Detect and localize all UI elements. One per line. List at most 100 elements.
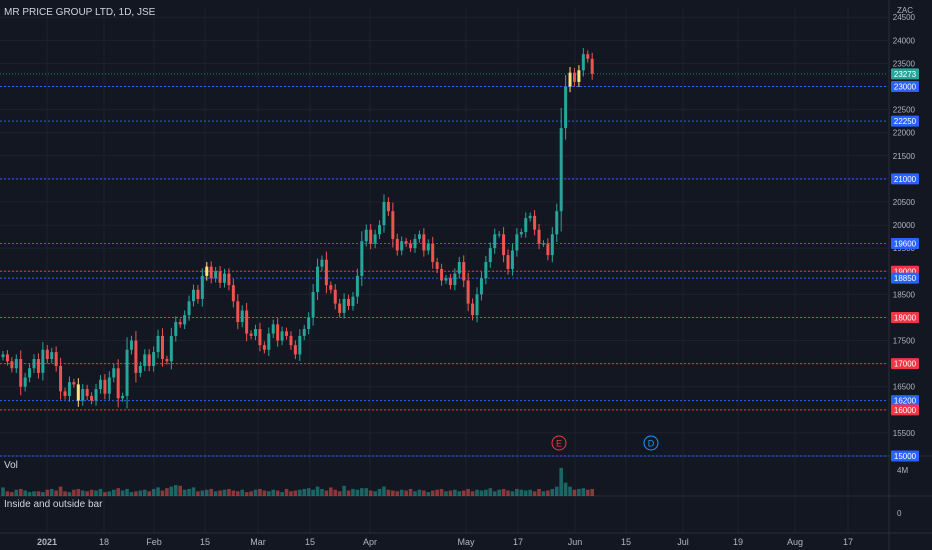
volume-bar xyxy=(72,489,76,496)
volume-bar xyxy=(178,485,182,496)
volume-bar xyxy=(479,490,484,496)
volume-bar xyxy=(435,489,439,496)
candle-body xyxy=(76,384,80,401)
candle-body xyxy=(440,268,444,281)
volume-bar xyxy=(258,488,262,496)
volume-bar xyxy=(262,490,267,496)
candle-body xyxy=(484,262,488,279)
date-axis-label: Aug xyxy=(787,537,803,547)
date-axis-label: May xyxy=(457,537,475,547)
level-price-tag xyxy=(891,173,919,185)
volume-bar xyxy=(36,491,41,496)
volume-bar xyxy=(550,488,555,496)
volume-bar xyxy=(523,490,528,496)
price-axis-tick: 24000 xyxy=(893,36,916,45)
date-axis-label: 15 xyxy=(200,537,210,547)
candle-body xyxy=(541,243,545,245)
candle-body xyxy=(187,301,191,316)
candle-body xyxy=(280,331,284,341)
volume-bar xyxy=(510,491,515,496)
level-price-label: 23000 xyxy=(894,83,917,92)
date-axis-label: 15 xyxy=(621,537,631,547)
candle-body xyxy=(426,243,430,251)
volume-bar xyxy=(439,488,444,496)
level-price-tag xyxy=(891,115,919,127)
candle-body xyxy=(488,248,492,263)
level-price-label: 21000 xyxy=(894,175,917,184)
price-axis-tick: 16500 xyxy=(893,383,916,392)
volume-axis-tick: 4M xyxy=(897,466,908,475)
volume-bar xyxy=(196,491,200,496)
price-axis-tick: 22500 xyxy=(893,106,916,115)
volume-bar xyxy=(213,491,218,496)
candle-body xyxy=(125,349,129,396)
volume-bar xyxy=(204,489,209,496)
candle-body xyxy=(169,335,173,362)
candle-body xyxy=(298,335,302,355)
level-price-label: 16000 xyxy=(894,406,917,415)
volume-bar xyxy=(235,491,240,496)
volume-bar xyxy=(58,486,63,496)
date-axis-label: Jun xyxy=(568,537,583,547)
candle-body xyxy=(360,241,364,276)
candle-body xyxy=(479,278,483,295)
volume-bar xyxy=(554,486,559,496)
volume-bar xyxy=(413,491,417,496)
candle-body xyxy=(227,273,231,286)
volume-bar xyxy=(364,488,369,496)
volume-bar xyxy=(333,489,338,496)
candle-body xyxy=(1,354,5,358)
candle-body xyxy=(462,262,466,281)
candle-body xyxy=(528,215,532,219)
candle-body xyxy=(183,315,187,325)
candle-body xyxy=(533,215,537,230)
volume-bar xyxy=(386,489,391,496)
volume-bar xyxy=(577,488,581,496)
volume-bar xyxy=(382,486,386,496)
volume-bar xyxy=(430,490,435,496)
candle-body xyxy=(218,271,222,283)
level-price-tag xyxy=(891,395,919,407)
candle-body xyxy=(134,340,138,373)
candle-body xyxy=(81,389,85,401)
candle-body xyxy=(471,303,475,316)
volume-bar xyxy=(453,489,457,496)
candle-body xyxy=(240,310,244,323)
volume-bar xyxy=(572,489,577,496)
volume-bar xyxy=(337,491,342,496)
volume-bar xyxy=(160,490,165,496)
volume-bar xyxy=(14,489,19,496)
volume-bar xyxy=(470,491,475,496)
candle-body xyxy=(178,322,182,325)
level-price-label: 22250 xyxy=(894,117,917,126)
volume-bar xyxy=(404,490,408,496)
volume-bar xyxy=(351,488,355,496)
candle-body xyxy=(502,234,506,256)
candle-body xyxy=(404,241,408,244)
volume-bar xyxy=(284,488,289,496)
volume-bar xyxy=(457,491,462,496)
candle-body xyxy=(382,201,386,226)
volume-bar xyxy=(320,488,324,496)
volume-bar xyxy=(173,485,178,496)
candle-body xyxy=(448,278,452,286)
candle-body xyxy=(391,211,395,239)
level-price-label: 19600 xyxy=(894,240,917,249)
last-price-tag xyxy=(891,68,919,80)
candle-body xyxy=(546,243,550,256)
indicator-pane-label: Inside and outside bar xyxy=(4,499,103,510)
date-axis-label: 2021 xyxy=(37,537,57,547)
price-axis-tick: 23500 xyxy=(893,59,916,68)
candle-body xyxy=(307,317,311,329)
candle-body xyxy=(143,354,147,366)
candle-body xyxy=(209,266,213,279)
candle-body xyxy=(262,345,266,350)
candle-body xyxy=(67,382,71,396)
level-price-label: 18850 xyxy=(894,274,917,283)
volume-bar xyxy=(244,492,249,496)
volume-bar xyxy=(488,488,493,496)
candle-body xyxy=(369,229,373,244)
candle-body xyxy=(466,280,470,304)
volume-bar xyxy=(63,491,67,496)
